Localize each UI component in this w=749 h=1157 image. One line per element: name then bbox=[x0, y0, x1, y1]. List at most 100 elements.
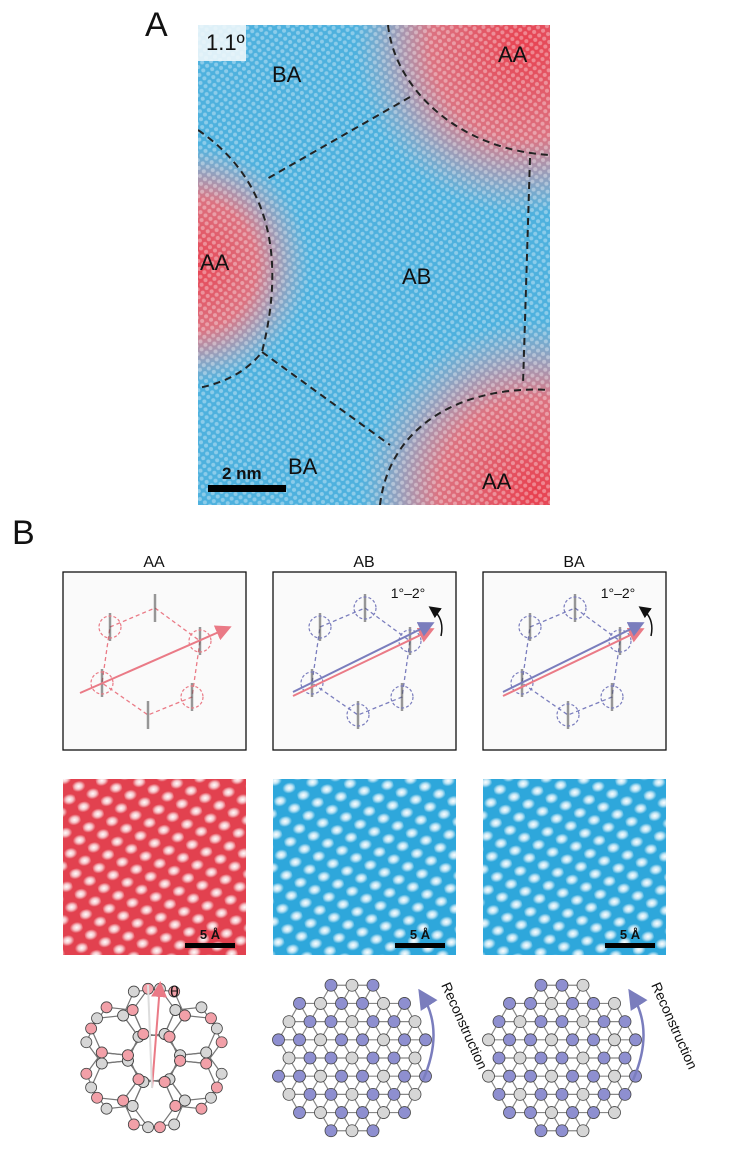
atom bbox=[576, 1015, 590, 1029]
atom bbox=[482, 1033, 495, 1047]
atom bbox=[117, 1009, 130, 1022]
column-title: BA bbox=[563, 554, 585, 571]
stm-image bbox=[198, 25, 550, 505]
rotation-arrow bbox=[428, 606, 443, 637]
atom bbox=[398, 997, 411, 1010]
atom bbox=[272, 1069, 285, 1083]
fft-spot bbox=[346, 703, 370, 727]
fft-spot bbox=[188, 629, 212, 653]
atom bbox=[293, 1069, 306, 1083]
atom bbox=[314, 997, 327, 1010]
column-title: AB bbox=[353, 554, 374, 571]
atom bbox=[503, 997, 516, 1010]
atom bbox=[387, 1051, 401, 1065]
scale-bar bbox=[605, 943, 655, 948]
fft-spot bbox=[390, 685, 414, 709]
atom bbox=[345, 1051, 359, 1065]
panel-label: A bbox=[145, 6, 168, 44]
atom bbox=[503, 1033, 516, 1047]
atom bbox=[282, 1051, 296, 1065]
twist-arrow bbox=[151, 981, 168, 1089]
atom bbox=[282, 1015, 296, 1029]
atom bbox=[345, 1015, 359, 1029]
atom bbox=[178, 1009, 191, 1022]
atom bbox=[377, 1033, 390, 1047]
atom bbox=[629, 1033, 642, 1047]
atom bbox=[91, 1012, 103, 1025]
rotation-label: 1°–2° bbox=[391, 585, 426, 601]
atom bbox=[345, 1124, 359, 1138]
atom bbox=[492, 1051, 506, 1065]
atom bbox=[335, 1033, 348, 1047]
atom bbox=[303, 1051, 317, 1065]
atom bbox=[137, 1028, 150, 1040]
atom bbox=[576, 1124, 590, 1138]
reconstruction-arrow bbox=[628, 988, 648, 1081]
twist-angle: 1.1º bbox=[206, 30, 245, 55]
atom bbox=[335, 1069, 348, 1083]
atom bbox=[366, 978, 380, 992]
atom bbox=[178, 1094, 191, 1107]
fft-spot bbox=[308, 615, 332, 639]
atom bbox=[597, 1015, 611, 1029]
atom bbox=[303, 1087, 317, 1101]
atom bbox=[545, 1069, 558, 1083]
atom bbox=[513, 1051, 527, 1065]
atom bbox=[492, 1015, 506, 1029]
atom bbox=[524, 1069, 537, 1083]
atom bbox=[95, 1057, 108, 1070]
atom bbox=[303, 1015, 317, 1029]
atom bbox=[356, 1106, 369, 1119]
atom bbox=[324, 1124, 338, 1138]
atom bbox=[314, 1033, 327, 1047]
atom bbox=[293, 997, 306, 1010]
atom bbox=[366, 1124, 380, 1138]
atom bbox=[555, 978, 569, 992]
atom bbox=[618, 1015, 632, 1029]
atom bbox=[127, 985, 140, 998]
atom bbox=[587, 1106, 600, 1119]
atom bbox=[545, 1033, 558, 1047]
atom bbox=[545, 1106, 558, 1119]
atom bbox=[356, 997, 369, 1010]
atom bbox=[345, 1087, 359, 1101]
atom bbox=[154, 1121, 166, 1134]
atom bbox=[587, 997, 600, 1010]
atom bbox=[534, 1015, 548, 1029]
atom bbox=[293, 1106, 306, 1119]
atom bbox=[566, 997, 579, 1010]
atom bbox=[482, 1069, 495, 1083]
atom bbox=[215, 1067, 228, 1080]
scale-bar bbox=[185, 943, 235, 948]
atom bbox=[117, 1094, 130, 1107]
atom bbox=[524, 1106, 537, 1119]
atom bbox=[80, 1067, 93, 1080]
atom bbox=[608, 1069, 621, 1083]
atom bbox=[163, 1030, 176, 1043]
panel-label: B bbox=[12, 514, 35, 552]
atom bbox=[503, 1069, 516, 1083]
atom bbox=[200, 1057, 213, 1070]
fft-spot bbox=[556, 703, 580, 727]
atom bbox=[566, 1069, 579, 1083]
atom bbox=[80, 1036, 93, 1049]
atom bbox=[85, 1022, 98, 1035]
atom bbox=[366, 1087, 380, 1101]
atom bbox=[618, 1051, 632, 1065]
twist-arrow bbox=[147, 984, 153, 1089]
atom bbox=[95, 1046, 108, 1059]
atom bbox=[587, 1033, 600, 1047]
region-label: BA bbox=[288, 454, 318, 479]
atom bbox=[492, 1087, 506, 1101]
atom bbox=[608, 997, 621, 1010]
atom bbox=[503, 1106, 516, 1119]
atom bbox=[324, 1051, 338, 1065]
rotation-label: 1°–2° bbox=[601, 585, 636, 601]
atom bbox=[534, 1051, 548, 1065]
atom bbox=[356, 1033, 369, 1047]
atom bbox=[169, 1100, 182, 1112]
lattice-image-texture bbox=[483, 779, 666, 955]
atom bbox=[100, 1102, 113, 1115]
atom bbox=[555, 1015, 569, 1029]
